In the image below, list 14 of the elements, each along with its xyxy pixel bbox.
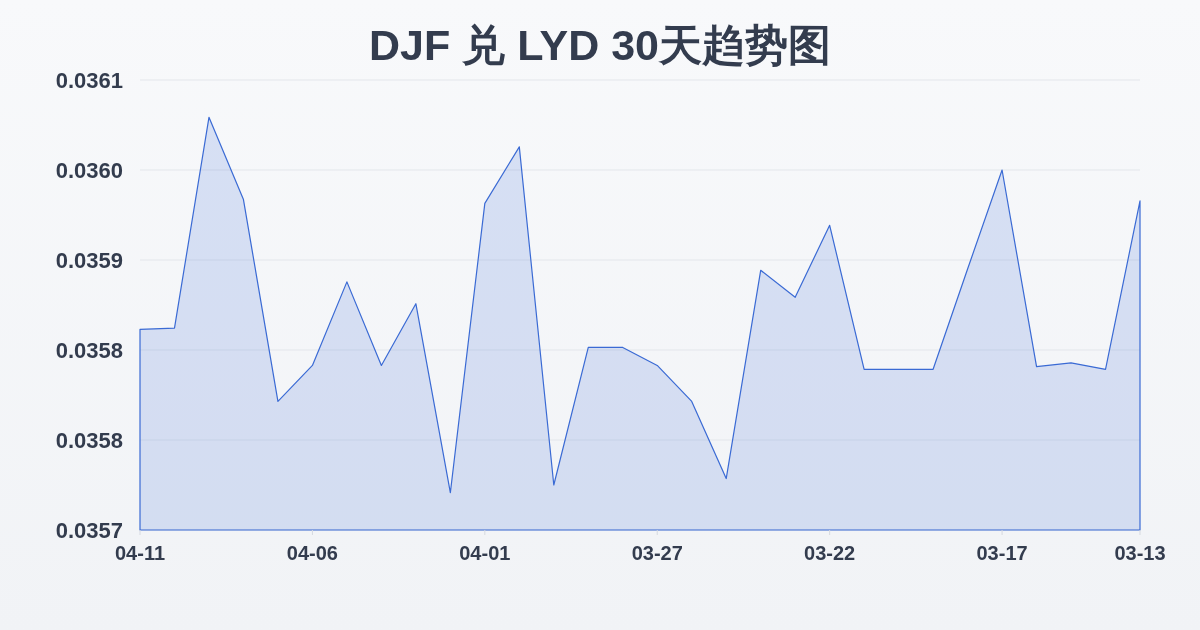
y-tick-label: 0.0358 (55, 427, 123, 453)
y-tick-label: 0.0359 (55, 247, 123, 273)
y-tick-label: 0.0361 (55, 67, 123, 93)
x-tick-label: 03-27 (631, 542, 683, 564)
chart-title: DJF 兑 LYD 30天趋势图 (369, 21, 831, 69)
x-tick-label: 04-11 (114, 542, 166, 564)
y-tick-label: 0.0360 (55, 157, 123, 183)
y-tick-label: 0.0357 (55, 517, 123, 543)
x-tick-label: 04-01 (459, 542, 511, 564)
x-tick-label: 03-13 (1114, 542, 1166, 564)
y-tick-label: 0.0358 (55, 337, 123, 363)
x-tick-label: 03-22 (804, 542, 856, 564)
x-tick-label: 03-17 (976, 542, 1028, 564)
x-tick-label: 04-06 (286, 542, 338, 564)
